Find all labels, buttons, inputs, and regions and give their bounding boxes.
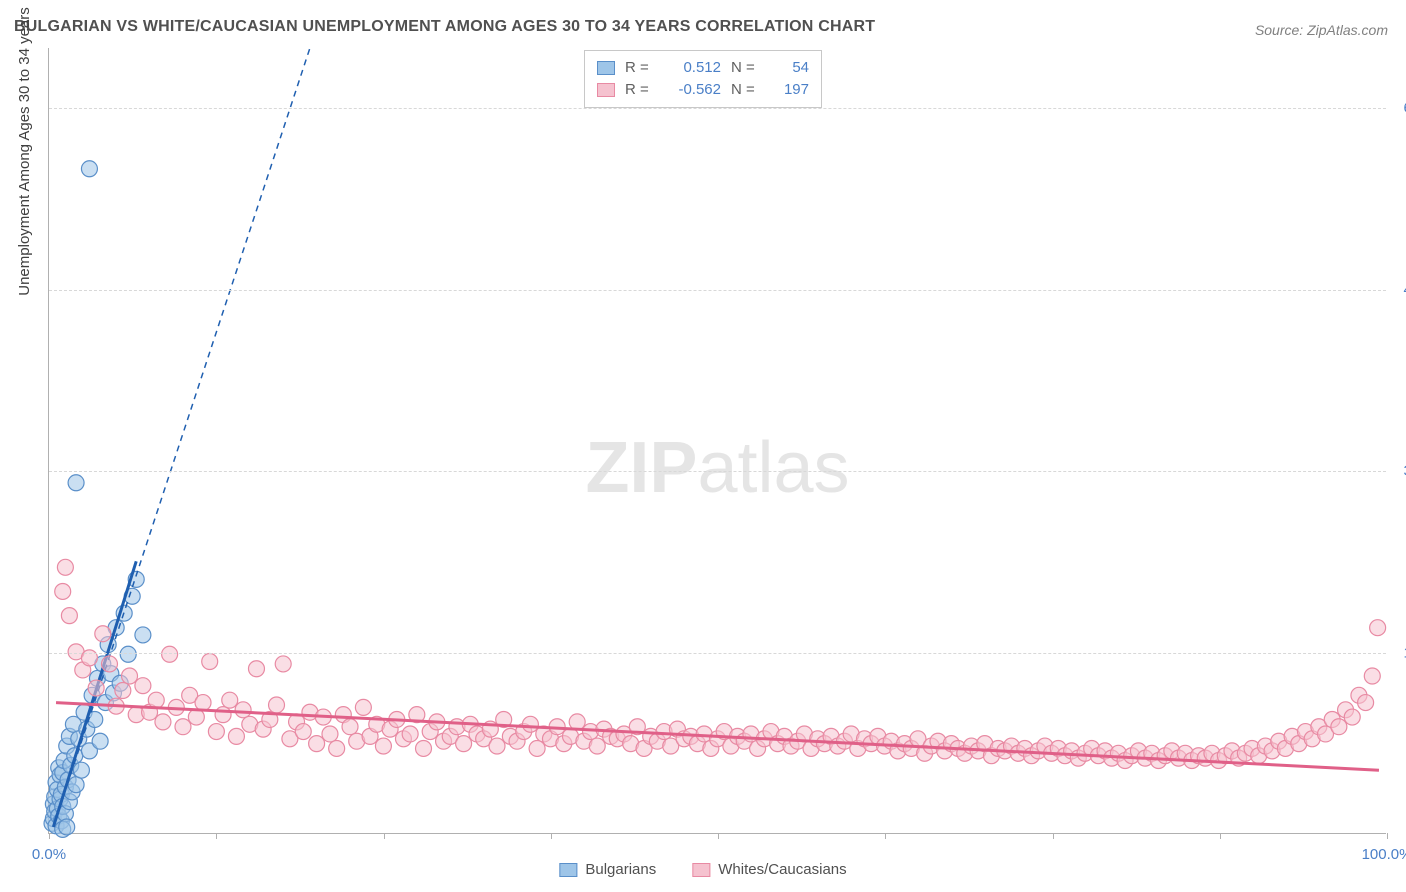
data-point xyxy=(1364,668,1380,684)
legend-item: Bulgarians xyxy=(559,861,656,878)
source-label: Source: ZipAtlas.com xyxy=(1255,22,1388,38)
data-point xyxy=(589,738,605,754)
data-point xyxy=(235,702,251,718)
data-point xyxy=(57,559,73,575)
data-point xyxy=(55,583,71,599)
r-label: R = xyxy=(625,79,653,101)
chart-container: BULGARIAN VS WHITE/CAUCASIAN UNEMPLOYMEN… xyxy=(0,0,1406,892)
data-point xyxy=(1358,695,1374,711)
data-point xyxy=(135,627,151,643)
x-tick xyxy=(216,833,217,839)
data-point xyxy=(295,724,311,740)
legend-stats: R = 0.512 N = 54 R = -0.562 N = 197 xyxy=(584,50,822,108)
r-value: 0.512 xyxy=(663,57,721,79)
trend-line xyxy=(56,703,1379,771)
data-point xyxy=(329,740,345,756)
data-point xyxy=(59,819,75,835)
chart-title: BULGARIAN VS WHITE/CAUCASIAN UNEMPLOYMEN… xyxy=(14,18,875,36)
data-point xyxy=(120,646,136,662)
legend-item: Whites/Caucasians xyxy=(692,861,846,878)
data-point xyxy=(322,726,338,742)
x-tick xyxy=(551,833,552,839)
n-value: 54 xyxy=(769,57,809,79)
data-point xyxy=(68,777,84,793)
data-point xyxy=(155,714,171,730)
data-point xyxy=(148,692,164,708)
data-point xyxy=(522,716,538,732)
data-point xyxy=(275,656,291,672)
data-point xyxy=(228,728,244,744)
data-point xyxy=(309,736,325,752)
data-point xyxy=(222,692,238,708)
data-point xyxy=(88,680,104,696)
x-tick xyxy=(1053,833,1054,839)
r-value: -0.562 xyxy=(663,79,721,101)
data-point xyxy=(135,678,151,694)
legend-swatch xyxy=(597,61,615,75)
legend-stats-row: R = -0.562 N = 197 xyxy=(597,79,809,101)
data-point xyxy=(73,762,89,778)
data-point xyxy=(1370,620,1386,636)
data-point xyxy=(355,699,371,715)
data-point xyxy=(489,738,505,754)
data-point xyxy=(92,733,108,749)
grid-line xyxy=(49,471,1386,472)
legend-series: Bulgarians Whites/Caucasians xyxy=(559,861,846,878)
data-point xyxy=(375,738,391,754)
data-point xyxy=(202,654,218,670)
data-point xyxy=(195,695,211,711)
x-tick xyxy=(885,833,886,839)
n-label: N = xyxy=(731,79,759,101)
y-axis-title: Unemployment Among Ages 30 to 34 years xyxy=(16,7,33,296)
data-point xyxy=(81,161,97,177)
x-tick-label: 0.0% xyxy=(32,846,66,863)
x-tick xyxy=(1387,833,1388,839)
data-point xyxy=(269,697,285,713)
legend-swatch xyxy=(692,863,710,877)
data-point xyxy=(115,683,131,699)
x-tick xyxy=(49,833,50,839)
grid-line xyxy=(49,290,1386,291)
chart-svg xyxy=(49,48,1386,833)
r-label: R = xyxy=(625,57,653,79)
data-point xyxy=(1344,709,1360,725)
x-tick xyxy=(384,833,385,839)
data-point xyxy=(402,726,418,742)
legend-label: Bulgarians xyxy=(585,861,656,878)
plot-area: ZIPatlas 15.0%30.0%45.0%60.0%0.0%100.0% xyxy=(48,48,1386,834)
data-point xyxy=(162,646,178,662)
x-tick-label: 100.0% xyxy=(1362,846,1406,863)
legend-label: Whites/Caucasians xyxy=(718,861,846,878)
n-value: 197 xyxy=(769,79,809,101)
legend-stats-row: R = 0.512 N = 54 xyxy=(597,57,809,79)
data-point xyxy=(248,661,264,677)
legend-swatch xyxy=(597,83,615,97)
grid-line xyxy=(49,653,1386,654)
data-point xyxy=(122,668,138,684)
grid-line xyxy=(49,108,1386,109)
data-point xyxy=(456,736,472,752)
data-point xyxy=(1331,719,1347,735)
x-tick xyxy=(718,833,719,839)
data-point xyxy=(208,724,224,740)
data-point xyxy=(342,719,358,735)
n-label: N = xyxy=(731,57,759,79)
x-tick xyxy=(1220,833,1221,839)
data-point xyxy=(175,719,191,735)
data-point xyxy=(416,740,432,756)
data-point xyxy=(61,608,77,624)
data-point xyxy=(101,656,117,672)
data-point xyxy=(215,707,231,723)
data-point xyxy=(529,740,545,756)
legend-swatch xyxy=(559,863,577,877)
data-point xyxy=(68,475,84,491)
data-point xyxy=(95,626,111,642)
